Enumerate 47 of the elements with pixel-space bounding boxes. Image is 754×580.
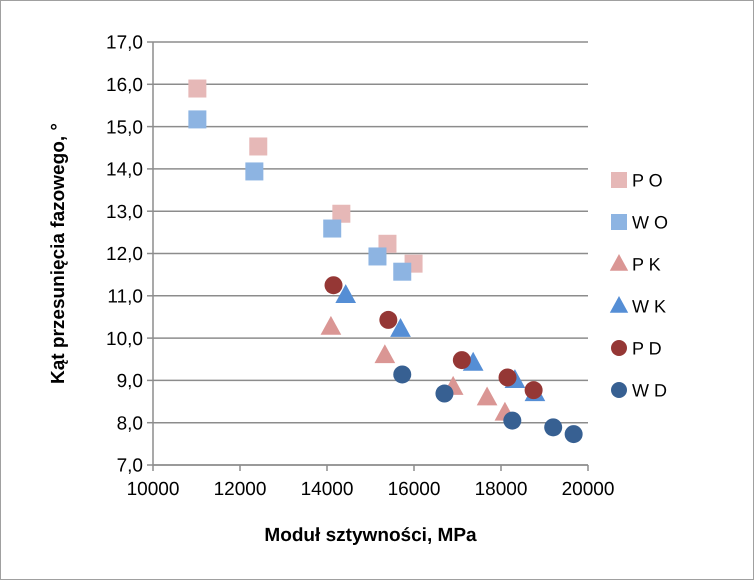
point (188, 80, 206, 98)
point (324, 276, 343, 294)
point (435, 384, 454, 403)
legend-label: P O (632, 170, 663, 190)
point (503, 412, 522, 430)
x-axis-title: Moduł sztywności, MPa (264, 525, 478, 546)
point (374, 344, 396, 364)
x-tick-label: 16000 (388, 479, 440, 500)
point (379, 310, 398, 329)
point (390, 318, 411, 337)
point (320, 316, 342, 335)
y-tick-label: 7,0 (116, 456, 143, 477)
y-tick-label: 16,0 (106, 74, 143, 96)
y-tick-label: 14,0 (106, 160, 143, 181)
point (393, 365, 412, 384)
point (335, 284, 356, 304)
point (323, 220, 342, 238)
legend-label: W O (632, 212, 668, 232)
y-tick-label: 13,0 (106, 202, 143, 223)
point (452, 351, 471, 370)
y-tick-label: 15,0 (106, 117, 143, 138)
y-tick-label: 12,0 (106, 244, 143, 266)
x-tick-label: 10000 (126, 479, 180, 500)
y-tick-label: 8,0 (116, 413, 143, 434)
point (393, 262, 412, 281)
x-tick-label: 14000 (300, 479, 354, 500)
y-tick-label: 17,0 (106, 32, 143, 54)
x-tick-label: 12000 (214, 479, 266, 500)
point (188, 110, 206, 128)
legend-label: P K (632, 254, 661, 274)
point (476, 386, 498, 406)
point (498, 368, 517, 386)
y-tick-label: 11,0 (107, 286, 143, 308)
point (368, 247, 386, 266)
legend-label: W K (632, 296, 666, 316)
point (544, 418, 562, 436)
point (245, 162, 264, 180)
x-tick-label: 20000 (562, 479, 614, 500)
y-tick-label: 9,0 (116, 371, 143, 392)
y-tick-label: 10,0 (106, 328, 143, 350)
y-axis-title: Kąt przesunięcia fazowego, ° (48, 123, 69, 384)
x-tick-label: 18000 (474, 479, 528, 500)
point (332, 204, 350, 223)
legend-label: P D (632, 338, 662, 358)
point (564, 425, 583, 444)
point (249, 137, 268, 156)
legend-label: W D (632, 380, 667, 400)
